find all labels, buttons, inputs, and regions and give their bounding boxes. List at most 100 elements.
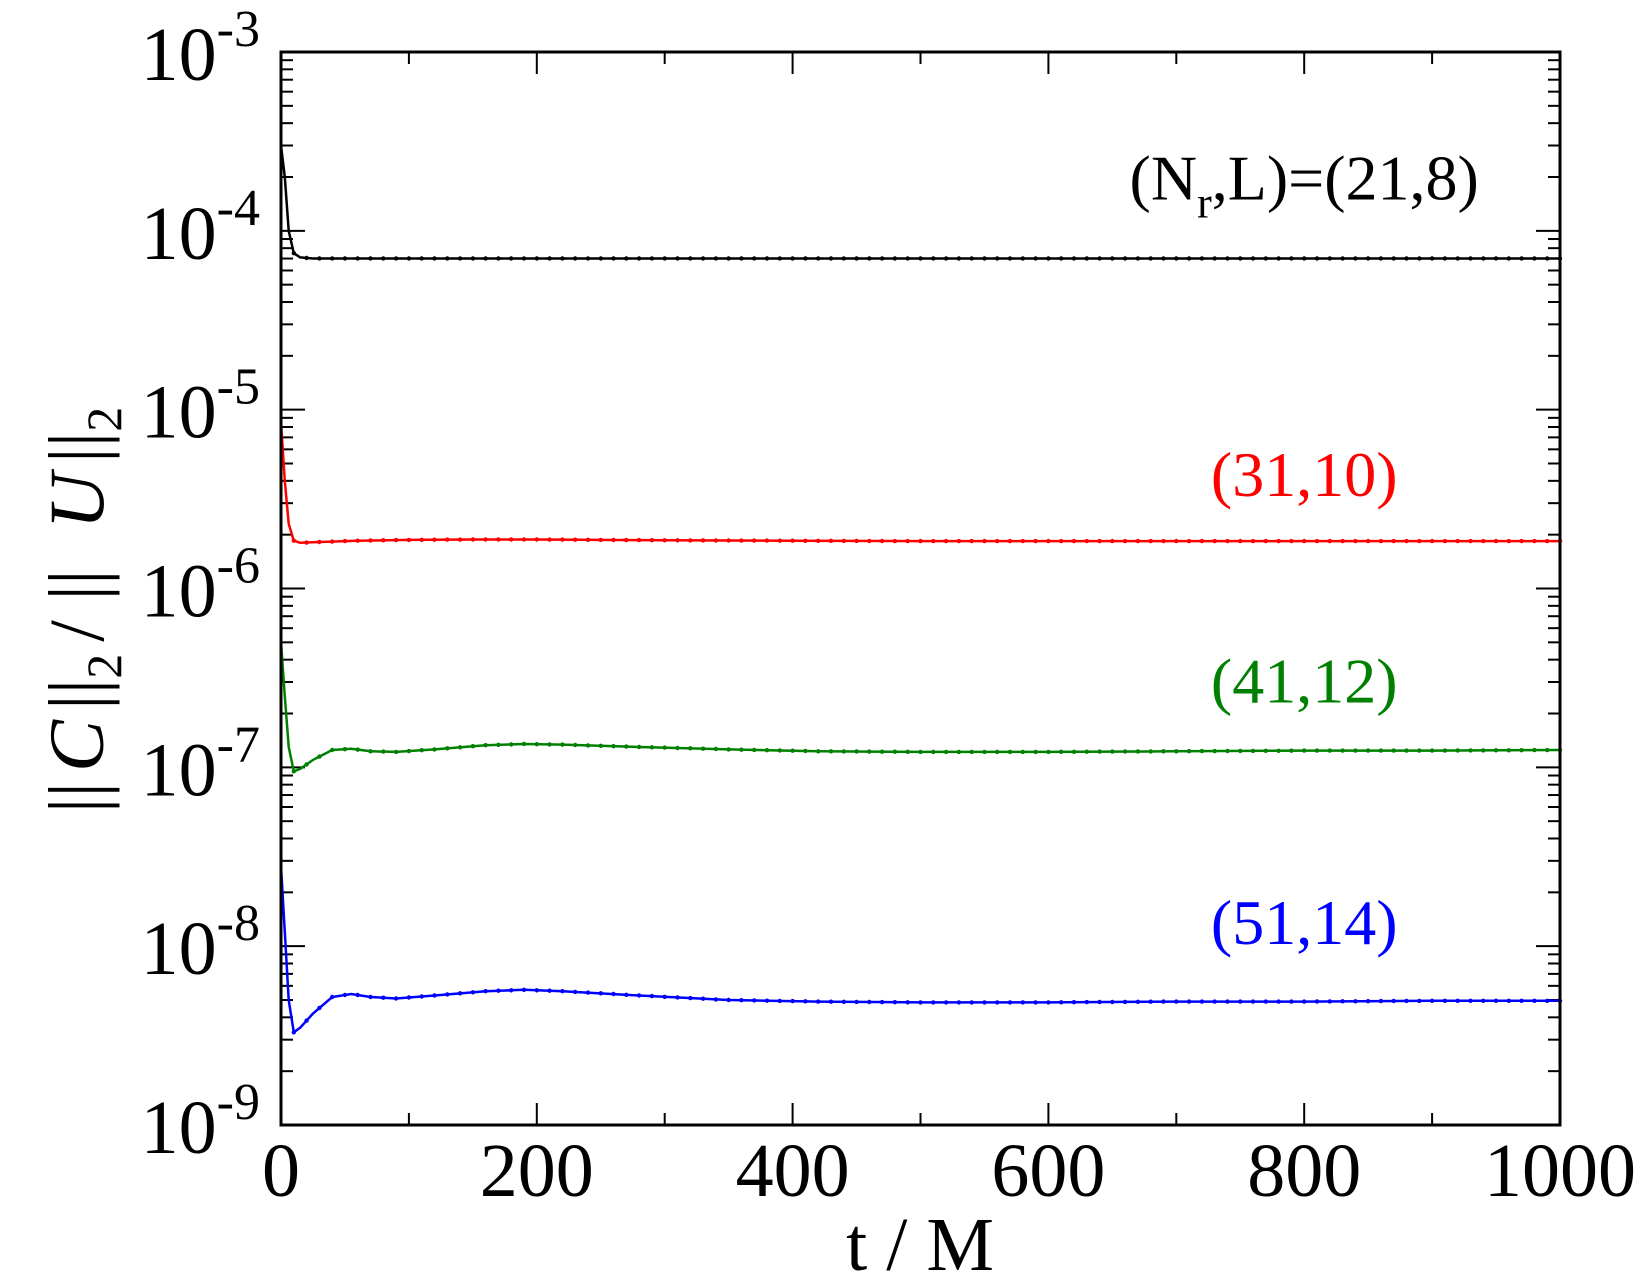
series-point-nr31 bbox=[828, 538, 834, 543]
series-point-nr51 bbox=[304, 1018, 309, 1023]
series-point-nr21 bbox=[611, 256, 616, 261]
series-point-nr31 bbox=[1314, 538, 1320, 544]
series-point-nr21 bbox=[534, 256, 539, 261]
series-point-nr51 bbox=[1059, 1000, 1064, 1005]
x-axis-label: t / M bbox=[846, 1203, 994, 1275]
series-point-nr51 bbox=[995, 1000, 1000, 1005]
y-label-sub1: 2 bbox=[76, 654, 132, 679]
series-point-nr51 bbox=[560, 989, 565, 994]
series-point-nr51 bbox=[1238, 999, 1243, 1004]
series-point-nr21 bbox=[1263, 256, 1269, 261]
series-layer bbox=[279, 145, 1563, 1035]
series-point-nr41 bbox=[1148, 749, 1153, 754]
series-point-nr21 bbox=[1391, 256, 1396, 261]
series-point-nr41 bbox=[956, 749, 962, 755]
series-point-nr41 bbox=[1110, 749, 1115, 754]
series-point-nr31 bbox=[649, 538, 655, 543]
series-point-nr21 bbox=[649, 256, 655, 261]
series-point-nr21 bbox=[1174, 256, 1179, 261]
series-point-nr41 bbox=[1314, 748, 1320, 753]
series-point-nr41 bbox=[1097, 749, 1102, 754]
series-point-nr41 bbox=[1532, 747, 1537, 753]
series-point-nr21 bbox=[624, 256, 629, 261]
series-point-nr31 bbox=[1110, 538, 1115, 544]
series-point-nr21 bbox=[764, 256, 770, 261]
series-point-nr51 bbox=[1340, 999, 1345, 1004]
series-point-nr41 bbox=[995, 749, 1000, 755]
series-point-nr51 bbox=[752, 998, 757, 1003]
series-point-nr31 bbox=[1059, 538, 1064, 544]
series-point-nr41 bbox=[1378, 748, 1384, 753]
series-point-nr21 bbox=[1493, 256, 1499, 261]
series-point-nr21 bbox=[1225, 256, 1230, 261]
series-point-nr41 bbox=[854, 749, 859, 754]
series-point-nr41 bbox=[1071, 749, 1077, 754]
series-point-nr31 bbox=[1161, 538, 1166, 544]
series-point-nr51 bbox=[688, 995, 693, 1001]
series-point-nr41 bbox=[879, 749, 885, 754]
series-point-nr21 bbox=[330, 256, 335, 261]
series-point-nr41 bbox=[585, 743, 591, 748]
series-nr51 bbox=[279, 866, 1563, 1035]
series-point-nr31 bbox=[867, 538, 872, 544]
series-point-nr51 bbox=[969, 1000, 974, 1005]
series-point-nr51 bbox=[1135, 999, 1141, 1004]
series-point-nr51 bbox=[483, 989, 488, 994]
series-point-nr41 bbox=[1455, 748, 1460, 753]
series-point-nr41 bbox=[841, 749, 846, 754]
series-point-nr21 bbox=[1545, 256, 1550, 261]
series-point-nr21 bbox=[1046, 256, 1051, 261]
series-point-nr51 bbox=[1174, 999, 1179, 1004]
series-point-nr51 bbox=[1250, 999, 1256, 1004]
series-point-nr41 bbox=[1365, 748, 1371, 753]
series-point-nr51 bbox=[1545, 998, 1550, 1003]
x-tick-label: 200 bbox=[480, 1129, 594, 1213]
series-point-nr21 bbox=[560, 256, 565, 261]
series-point-nr41 bbox=[816, 749, 821, 754]
series-point-nr51 bbox=[585, 990, 591, 995]
series-point-nr51 bbox=[1046, 1000, 1051, 1005]
series-point-nr41 bbox=[355, 747, 360, 752]
series-point-nr51 bbox=[662, 994, 667, 999]
series-point-nr41 bbox=[649, 745, 655, 750]
series-point-nr51 bbox=[496, 988, 501, 993]
series-point-nr41 bbox=[419, 748, 424, 753]
series-point-nr21 bbox=[1007, 256, 1013, 261]
series-point-nr21 bbox=[406, 256, 412, 261]
series-point-nr51 bbox=[1212, 999, 1217, 1004]
series-point-nr31 bbox=[1327, 538, 1333, 544]
series-point-nr21 bbox=[1250, 256, 1256, 261]
series-label-nr41: (41,12) bbox=[1211, 646, 1398, 717]
x-tick-label: 1000 bbox=[1484, 1129, 1636, 1213]
series-point-nr21 bbox=[355, 256, 360, 261]
series-point-nr51 bbox=[598, 991, 603, 996]
series-point-nr41 bbox=[1033, 749, 1038, 755]
series-point-nr31 bbox=[496, 537, 501, 542]
series-point-nr51 bbox=[368, 994, 373, 1000]
series-point-nr31 bbox=[598, 537, 603, 543]
series-point-nr41 bbox=[764, 748, 770, 753]
series-point-nr41 bbox=[918, 749, 923, 755]
series-point-nr31 bbox=[1506, 538, 1512, 544]
series-point-nr31 bbox=[1391, 538, 1396, 544]
series-point-nr51 bbox=[509, 988, 514, 993]
series-point-nr21 bbox=[739, 256, 744, 261]
series-point-nr21 bbox=[381, 256, 386, 261]
series-point-nr41 bbox=[713, 746, 719, 752]
series-point-nr21 bbox=[790, 256, 795, 261]
series-point-nr31 bbox=[419, 537, 424, 542]
series-nr31 bbox=[279, 422, 1563, 545]
series-point-nr31 bbox=[1148, 538, 1153, 544]
series-point-nr51 bbox=[1007, 1000, 1013, 1005]
series-point-nr41 bbox=[1429, 748, 1435, 753]
series-point-nr51 bbox=[1110, 999, 1115, 1005]
series-point-nr21 bbox=[585, 256, 591, 261]
series-point-nr31 bbox=[1033, 538, 1038, 544]
series-point-nr21 bbox=[1161, 256, 1166, 261]
series-point-nr31 bbox=[1225, 538, 1230, 544]
series-point-nr51 bbox=[1442, 998, 1448, 1003]
series-point-nr21 bbox=[1506, 256, 1512, 261]
series-point-nr31 bbox=[803, 538, 808, 543]
series-point-nr21 bbox=[457, 256, 463, 261]
series-point-nr51 bbox=[432, 993, 437, 998]
